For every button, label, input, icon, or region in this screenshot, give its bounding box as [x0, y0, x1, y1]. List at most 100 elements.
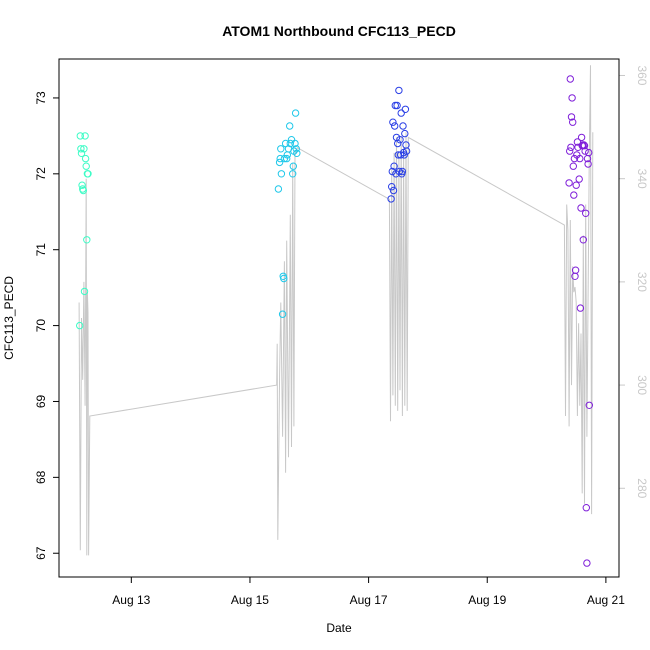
data-point: [581, 147, 589, 155]
y-tick-label: 73: [34, 91, 48, 105]
data-point: [400, 151, 408, 159]
data-point: [401, 105, 410, 114]
data-point: [289, 170, 297, 178]
y-tick-label: 68: [34, 470, 48, 484]
data-point: [389, 118, 397, 126]
x-axis-label: Date: [326, 621, 352, 635]
data-point: [569, 162, 577, 170]
data-point: [585, 401, 593, 409]
data-point: [293, 149, 301, 158]
data-point: [569, 118, 577, 126]
data-point: [584, 160, 592, 168]
data-point: [77, 145, 85, 153]
series-group-2: [274, 109, 301, 318]
data-point: [570, 154, 579, 163]
data-point: [291, 109, 300, 117]
data-point: [567, 113, 576, 121]
data-point: [76, 132, 85, 140]
data-point: [393, 101, 401, 110]
data-point: [292, 145, 300, 153]
data-point: [388, 167, 396, 176]
data-point: [396, 136, 404, 144]
data-point: [283, 154, 291, 163]
data-point: [571, 266, 580, 274]
y2-tick-label: 300: [635, 375, 649, 395]
data-point: [80, 145, 88, 153]
data-point: [79, 186, 88, 195]
data-point: [399, 122, 407, 130]
data-point: [391, 122, 399, 130]
y-tick-label: 69: [34, 394, 48, 408]
data-point: [81, 154, 90, 163]
data-points-layer: [76, 75, 593, 567]
data-point: [577, 204, 585, 212]
data-point: [567, 143, 575, 152]
data-point: [401, 129, 409, 138]
y-tick-label: 67: [34, 546, 48, 560]
data-point: [583, 559, 591, 567]
data-point: [81, 132, 89, 140]
data-point: [580, 142, 589, 150]
data-point: [274, 185, 283, 193]
data-point: [387, 195, 395, 203]
data-point: [82, 162, 90, 170]
data-point: [291, 139, 299, 148]
data-point: [389, 186, 398, 195]
data-point: [394, 139, 402, 148]
y2-tick-label: 320: [635, 272, 649, 292]
plot-frame: [58, 58, 620, 578]
x-tick-label: Aug 13: [112, 593, 150, 607]
data-point: [566, 147, 574, 155]
y-tick-label: 70: [34, 319, 48, 333]
data-point: [286, 139, 294, 148]
data-point: [278, 310, 287, 318]
x-tick-label: Aug 19: [468, 593, 506, 607]
data-point: [585, 148, 593, 157]
data-point: [565, 179, 573, 187]
data-point: [395, 167, 404, 176]
data-point: [398, 167, 407, 176]
y-axis-label: CFC113_PECD: [2, 276, 16, 360]
x-tick-label: Aug 17: [350, 593, 388, 607]
data-point: [579, 236, 587, 244]
y-tick-label: 72: [34, 167, 48, 181]
data-point: [277, 145, 285, 153]
y-tick-label: 71: [34, 243, 48, 257]
data-point: [76, 321, 84, 330]
chart-title: ATOM1 Northbound CFC113_PECD: [222, 23, 456, 39]
data-point: [402, 147, 411, 155]
axes-layer: Aug 13 Aug 15 Aug 17 Aug 19 Aug 21 67 68 69 70 71…: [34, 65, 649, 607]
y2-tick-label: 340: [635, 169, 649, 189]
data-point: [576, 304, 585, 312]
data-point: [84, 170, 92, 178]
data-point: [582, 209, 590, 218]
data-point: [83, 236, 91, 244]
data-point: [568, 94, 576, 102]
data-point: [395, 86, 403, 95]
data-point: [80, 287, 89, 296]
series-group-4: [565, 75, 593, 567]
data-point: [275, 158, 284, 167]
data-point: [577, 133, 586, 142]
data-point: [575, 175, 583, 183]
secondary-series-layer: [78, 65, 594, 556]
data-point: [582, 504, 590, 512]
x-tick-label: Aug 15: [231, 593, 269, 607]
data-point: [287, 136, 296, 144]
data-point: [566, 75, 574, 83]
y2-tick-label: 280: [635, 478, 649, 498]
data-point: [277, 170, 286, 178]
data-point: [388, 183, 396, 191]
data-point: [77, 149, 86, 158]
data-point: [570, 191, 578, 199]
y2-tick-label: 360: [635, 65, 649, 85]
data-point: [286, 122, 294, 130]
secondary-series-line: [78, 65, 594, 556]
x-tick-label: Aug 21: [587, 593, 625, 607]
data-point: [78, 181, 86, 189]
series-group-3: [387, 86, 411, 203]
data-point: [576, 154, 584, 163]
data-point: [280, 274, 288, 283]
data-point: [397, 109, 405, 117]
